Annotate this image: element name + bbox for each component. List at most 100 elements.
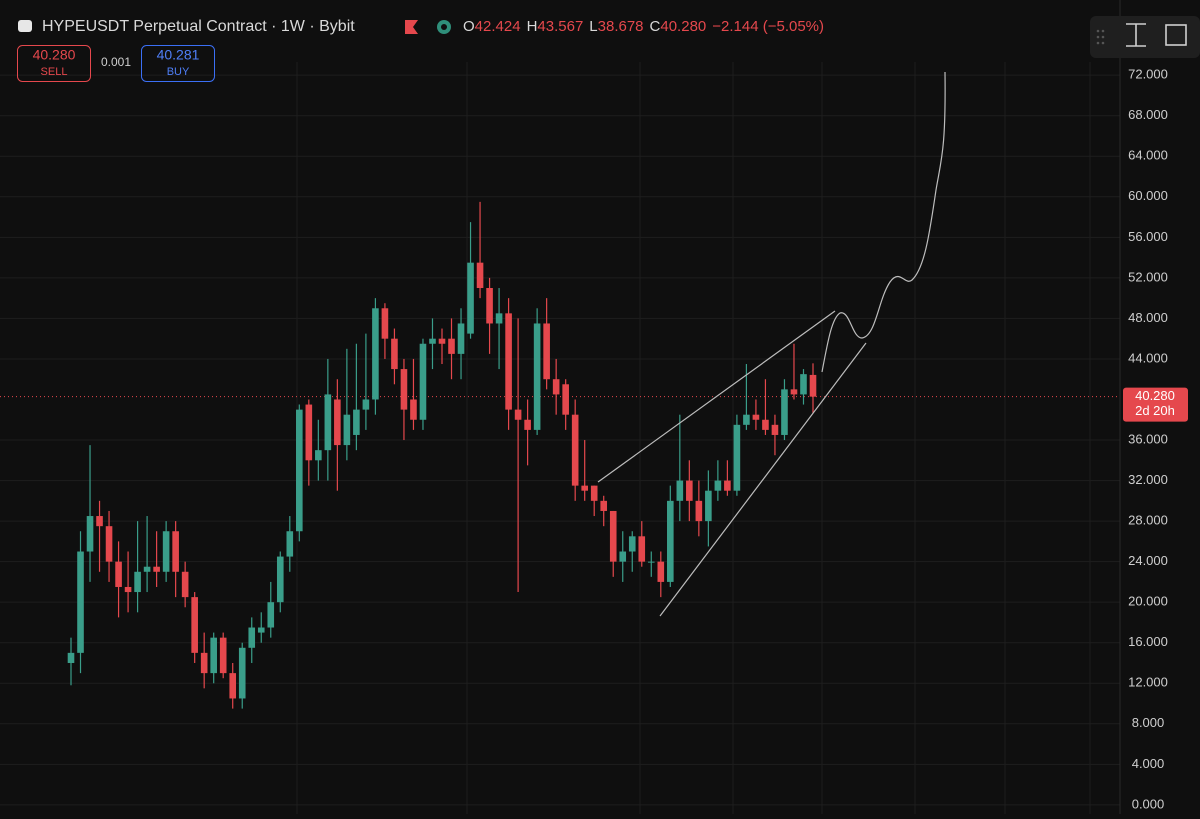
y-tick-label: 32.000 <box>1128 472 1168 487</box>
candle-body <box>772 425 779 435</box>
sell-price: 40.280 <box>33 47 76 63</box>
candle-body <box>458 323 465 353</box>
candle-body <box>762 420 769 430</box>
ohlc-item: 40.280 <box>660 18 706 35</box>
candle-body <box>696 501 703 521</box>
y-tick-label: 48.000 <box>1128 310 1168 325</box>
candle-body <box>743 415 750 425</box>
candle-body <box>315 450 322 460</box>
candle-body <box>667 501 674 582</box>
candle-body <box>800 374 807 394</box>
candle-body <box>382 308 389 338</box>
candle-body <box>229 673 236 698</box>
ohlc-item: L <box>589 18 597 35</box>
candle-body <box>182 572 189 597</box>
candle-body <box>68 653 75 663</box>
candle-body <box>562 384 569 414</box>
countdown: 2d 20h <box>1135 403 1175 418</box>
candle-body <box>401 369 408 410</box>
candle-body <box>353 410 360 435</box>
candle-body <box>153 567 160 572</box>
candle-body <box>781 389 788 435</box>
candle-body <box>600 501 607 511</box>
y-tick-label: 68.000 <box>1128 107 1168 122</box>
candle-body <box>87 516 94 551</box>
candle-body <box>705 491 712 521</box>
candle-body <box>524 420 531 430</box>
candle-body <box>125 587 132 592</box>
candle-body <box>477 263 484 288</box>
ohlc-item: 43.567 <box>537 18 583 35</box>
candle-body <box>429 339 436 344</box>
candle-body <box>496 313 503 323</box>
candle-body <box>553 379 560 394</box>
y-tick-label: 12.000 <box>1128 675 1168 690</box>
candle-body <box>267 602 274 627</box>
candle-body <box>248 628 255 648</box>
candle-body <box>372 308 379 399</box>
buy-label: BUY <box>167 66 190 78</box>
candle-body <box>77 552 84 653</box>
symbol-title: HYPEUSDT Perpetual Contract · 1W · Bybit <box>42 18 355 35</box>
candle-body <box>715 481 722 491</box>
candle-body <box>591 486 598 501</box>
candle-body <box>115 562 122 587</box>
candle-body <box>277 557 284 603</box>
candle-body <box>134 572 141 592</box>
candle-body <box>96 516 103 526</box>
candle-body <box>258 628 265 633</box>
toolbar[interactable] <box>1090 16 1200 58</box>
y-tick-label: 52.000 <box>1128 269 1168 284</box>
candle-body <box>534 323 541 429</box>
candle-body <box>410 399 417 419</box>
y-tick-label: 36.000 <box>1128 431 1168 446</box>
candle-body <box>201 653 208 673</box>
y-tick-label: 16.000 <box>1128 634 1168 649</box>
candle-body <box>810 375 817 397</box>
candle-body <box>648 562 655 563</box>
y-tick-label: 28.000 <box>1128 513 1168 528</box>
ohlc-item: 38.678 <box>598 18 644 35</box>
ohlc-item: −2.144 (−5.05%) <box>712 18 824 35</box>
candle-body <box>581 486 588 491</box>
y-tick-label: 0.000 <box>1132 796 1165 811</box>
candle-body <box>420 344 427 420</box>
candle-body <box>306 405 313 461</box>
candle-body <box>163 531 170 572</box>
candle-body <box>144 567 151 572</box>
candle-body <box>515 410 522 420</box>
candle-body <box>686 481 693 501</box>
candle-body <box>172 531 179 572</box>
candle-body <box>239 648 246 699</box>
candle-body <box>734 425 741 491</box>
symbol-icon <box>18 20 32 32</box>
spread: 0.001 <box>101 55 131 69</box>
candle-body <box>467 263 474 334</box>
y-tick-label: 4.000 <box>1132 756 1165 771</box>
candle-body <box>677 481 684 501</box>
sell-label: SELL <box>41 66 68 78</box>
status-dot-inner <box>441 24 447 30</box>
ohlc-item: H <box>527 18 538 35</box>
y-tick-label: 8.000 <box>1132 715 1165 730</box>
candle-body <box>296 410 303 532</box>
y-tick-label: 72.000 <box>1128 67 1168 82</box>
candle-body <box>448 339 455 354</box>
candle-body <box>572 415 579 486</box>
ohlc-item: O <box>463 18 475 35</box>
y-tick-label: 44.000 <box>1128 350 1168 365</box>
price-tag: 40.280 <box>1135 388 1175 403</box>
candle-body <box>724 481 731 491</box>
candle-body <box>363 399 370 409</box>
candle-body <box>439 339 446 344</box>
candle-body <box>753 415 760 420</box>
y-tick-label: 64.000 <box>1128 148 1168 163</box>
candle-body <box>619 552 626 562</box>
candle-body <box>638 536 645 561</box>
candle-body <box>191 597 198 653</box>
y-tick-label: 56.000 <box>1128 229 1168 244</box>
candle-body <box>391 339 398 369</box>
candle-body <box>220 638 227 673</box>
y-tick-label: 20.000 <box>1128 594 1168 609</box>
